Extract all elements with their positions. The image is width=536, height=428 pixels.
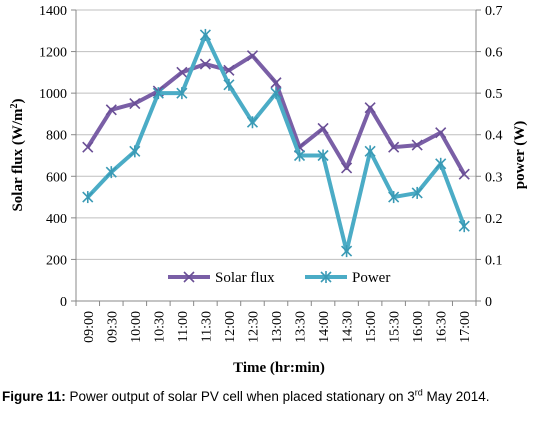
caption-superscript: rd <box>414 387 423 398</box>
solar-flux-point <box>105 104 117 116</box>
power-point <box>246 116 259 129</box>
legend-item-solar-flux: Solar flux <box>168 270 275 286</box>
series-group <box>82 28 470 258</box>
solar-flux-point <box>388 141 400 153</box>
solar-flux-point <box>411 139 423 151</box>
power-point <box>82 191 94 204</box>
right-tick-label: 0.6 <box>485 46 503 61</box>
solar-flux-point <box>317 122 329 135</box>
left-tick-label: 600 <box>46 170 67 185</box>
caption-text-end: May 2014. <box>422 389 490 404</box>
right-tick-label: 0.5 <box>485 87 503 102</box>
solar-flux-point <box>129 97 141 110</box>
power-line <box>86 32 467 254</box>
solar-flux-legend-marker <box>183 271 195 283</box>
power-point <box>458 220 470 233</box>
left-tick-label: 400 <box>46 212 67 227</box>
x-tick-label: 16:30 <box>435 311 450 343</box>
legend: Solar flux Power <box>168 270 390 286</box>
legend-label: Solar flux <box>215 270 275 286</box>
power-point <box>317 149 329 162</box>
x-tick-label: 14:30 <box>341 311 356 343</box>
gridlines <box>76 9 476 302</box>
x-tick-label: 12:00 <box>223 311 238 343</box>
solar-flux-point <box>364 102 376 114</box>
right-tick-label: 0.4 <box>485 129 503 144</box>
caption-text: Power output of solar PV cell when place… <box>65 389 415 404</box>
x-tick-label: 11:30 <box>199 311 214 342</box>
power-point <box>341 245 353 258</box>
left-tick-label: 0 <box>60 295 67 310</box>
right-tick-label: 0.2 <box>485 212 503 227</box>
x-tick-label: 15:00 <box>364 311 379 343</box>
power-point <box>105 166 117 179</box>
power-point <box>152 87 164 100</box>
power-legend-marker <box>320 271 332 283</box>
right-y-axis-label: power (W) <box>512 121 528 189</box>
left-tick-label: 1400 <box>39 4 67 19</box>
right-y-axis-ticks: 0 0.1 0.2 0.3 0.4 0.5 0.6 0.7 <box>476 4 503 310</box>
solar-flux-point <box>341 162 353 174</box>
solar-flux-point <box>176 66 188 78</box>
left-y-axis-ticks: 0 200 400 600 800 1000 1200 1400 <box>39 4 76 310</box>
right-tick-label: 0.7 <box>485 4 503 19</box>
legend-label: Power <box>352 270 390 286</box>
power-point <box>223 78 235 91</box>
solar-flux-point <box>270 77 282 89</box>
power-point <box>364 145 376 158</box>
solar-flux-point <box>199 58 211 70</box>
left-tick-label: 800 <box>46 129 67 144</box>
solar-flux-line <box>86 53 466 176</box>
left-tick-label: 1000 <box>39 87 67 102</box>
right-tick-label: 0.3 <box>485 170 503 185</box>
power-point <box>435 157 447 170</box>
solar-flux-point <box>458 168 470 180</box>
x-tick-label: 16:00 <box>411 311 426 343</box>
figure-caption: Figure 11: Power output of solar PV cell… <box>2 388 532 405</box>
left-y-axis-label: Solar flux (W/m2) <box>9 98 27 211</box>
x-tick-label: 13:00 <box>270 311 285 343</box>
x-tick-label: 11:00 <box>176 311 191 342</box>
left-tick-label: 200 <box>46 253 67 268</box>
solar-flux-point <box>435 127 447 139</box>
x-tick-label: 12:30 <box>246 311 261 343</box>
x-tick-label: 15:30 <box>388 311 403 343</box>
x-tick-label: 14:00 <box>317 311 332 343</box>
power-point <box>293 149 306 162</box>
x-tick-label: 10:00 <box>129 311 144 343</box>
power-point <box>199 28 211 41</box>
power-point <box>411 186 423 199</box>
power-point <box>270 87 282 100</box>
plot-frame <box>75 10 477 306</box>
power-point <box>129 145 141 158</box>
legend-item-power: Power <box>305 270 390 286</box>
x-axis-ticks: 09:00 09:30 10:00 10:30 11:00 11:30 12:00 12:30… <box>82 311 473 343</box>
power-point <box>176 87 188 100</box>
power-point <box>388 191 400 204</box>
x-tick-label: 09:00 <box>82 311 97 343</box>
right-tick-label: 0 <box>485 295 492 310</box>
solar-flux-point <box>82 141 94 153</box>
solar-flux-point <box>246 50 259 62</box>
x-tick-label: 17:00 <box>458 311 473 343</box>
x-tick-label: 13:30 <box>294 311 309 343</box>
x-tick-label: 10:30 <box>152 311 167 343</box>
x-tick-label: 09:30 <box>105 311 120 343</box>
x-axis-label: Time (hr:min) <box>233 360 325 376</box>
left-tick-label: 1200 <box>39 46 67 61</box>
right-tick-label: 0.1 <box>485 253 503 268</box>
caption-label: Figure 11: <box>2 389 66 404</box>
